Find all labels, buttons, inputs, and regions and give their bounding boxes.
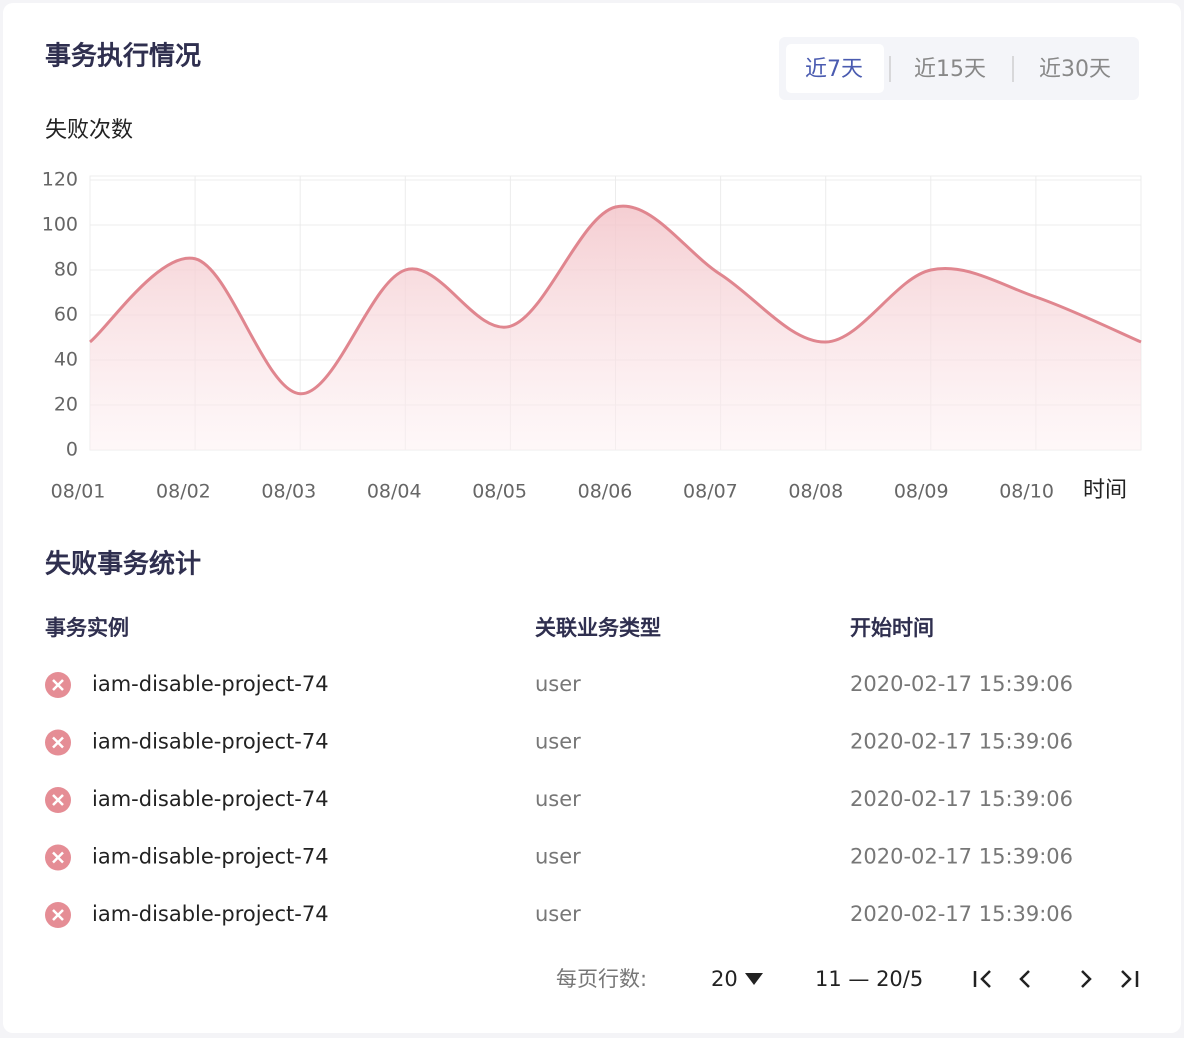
y-tick-label: 120	[42, 169, 78, 191]
cell: 2020-02-17 15:39:06	[850, 787, 1073, 811]
x-tick-label: 08/09	[894, 481, 949, 503]
x-tick-label: 08/08	[788, 481, 843, 503]
cell: user	[535, 672, 581, 696]
x-tick-label: 08/05	[472, 481, 527, 503]
tab[interactable]: 近30天	[1039, 57, 1111, 82]
x-tick-label: 08/04	[367, 481, 422, 503]
x-tick-label: 08/03	[261, 481, 316, 503]
cell: 2020-02-17 15:39:06	[850, 730, 1073, 754]
tab[interactable]: 近7天	[805, 57, 863, 82]
cell: iam-disable-project-74	[92, 730, 329, 754]
cell: 2020-02-17 15:39:06	[850, 672, 1073, 696]
next-page[interactable]	[1081, 970, 1092, 988]
x-tick-label: 08/06	[578, 481, 633, 503]
cell: user	[535, 730, 581, 754]
y-tick-label: 40	[54, 349, 78, 371]
x-tick-label: 08/10	[999, 481, 1054, 503]
y-tick-label: 100	[42, 214, 78, 236]
line	[89, 204, 1142, 396]
column-header: 事务实例	[45, 616, 129, 640]
table: 事务实例 关联业务类型 开始时间 iam-disable-project-74 user…	[45, 616, 1073, 928]
error-icon-x	[52, 909, 64, 921]
cell: user	[535, 845, 581, 869]
y-tick-label: 60	[54, 304, 78, 326]
dropdown-arrow[interactable]	[745, 973, 763, 985]
title: 事务执行情况	[45, 41, 201, 72]
cell: 2020-02-17 15:39:06	[850, 902, 1073, 926]
x-tick-label: 08/02	[156, 481, 211, 503]
y-axis-label: 失败次数	[45, 118, 133, 143]
y-tick-label: 80	[54, 259, 78, 281]
tab[interactable]: 近15天	[914, 57, 986, 82]
column-header: 开始时间	[850, 616, 934, 640]
page-range: 11 — 20/5	[815, 967, 923, 991]
card-bg	[3, 3, 1181, 1033]
area	[90, 206, 1141, 450]
cell: user	[535, 787, 581, 811]
column-header: 关联业务类型	[535, 616, 661, 640]
error-icon-x	[52, 794, 64, 806]
first-page[interactable]	[973, 970, 991, 988]
x-tick-label: 08/07	[683, 481, 738, 503]
y-tick-label: 0	[66, 439, 78, 461]
error-icon-x	[52, 679, 64, 691]
cell: user	[535, 902, 581, 926]
cell: iam-disable-project-74	[92, 672, 329, 696]
cell: 2020-02-17 15:39:06	[850, 845, 1073, 869]
pager-icons	[973, 970, 1139, 988]
last-page[interactable]	[1121, 970, 1139, 988]
x-axis-label: 时间	[1083, 478, 1127, 503]
y-tick-label: 20	[54, 394, 78, 416]
error-icon-x	[52, 851, 64, 864]
cell: iam-disable-project-74	[92, 845, 329, 869]
x-tick-label: 08/01	[51, 481, 106, 503]
rows-per-page-label: 每页行数:	[556, 967, 647, 991]
prev-page[interactable]	[1019, 970, 1030, 988]
rows-per-page[interactable]: 20	[711, 967, 738, 991]
plot: 0 20 40 60 80 100 120 08/01 08/02 08/03 08/04 08/05…	[42, 169, 1142, 503]
cell: iam-disable-project-74	[92, 787, 329, 811]
cell: iam-disable-project-74	[92, 902, 329, 926]
tab-active-bg	[786, 44, 884, 93]
error-icon-x	[52, 736, 64, 749]
table-title: 失败事务统计	[45, 549, 201, 580]
